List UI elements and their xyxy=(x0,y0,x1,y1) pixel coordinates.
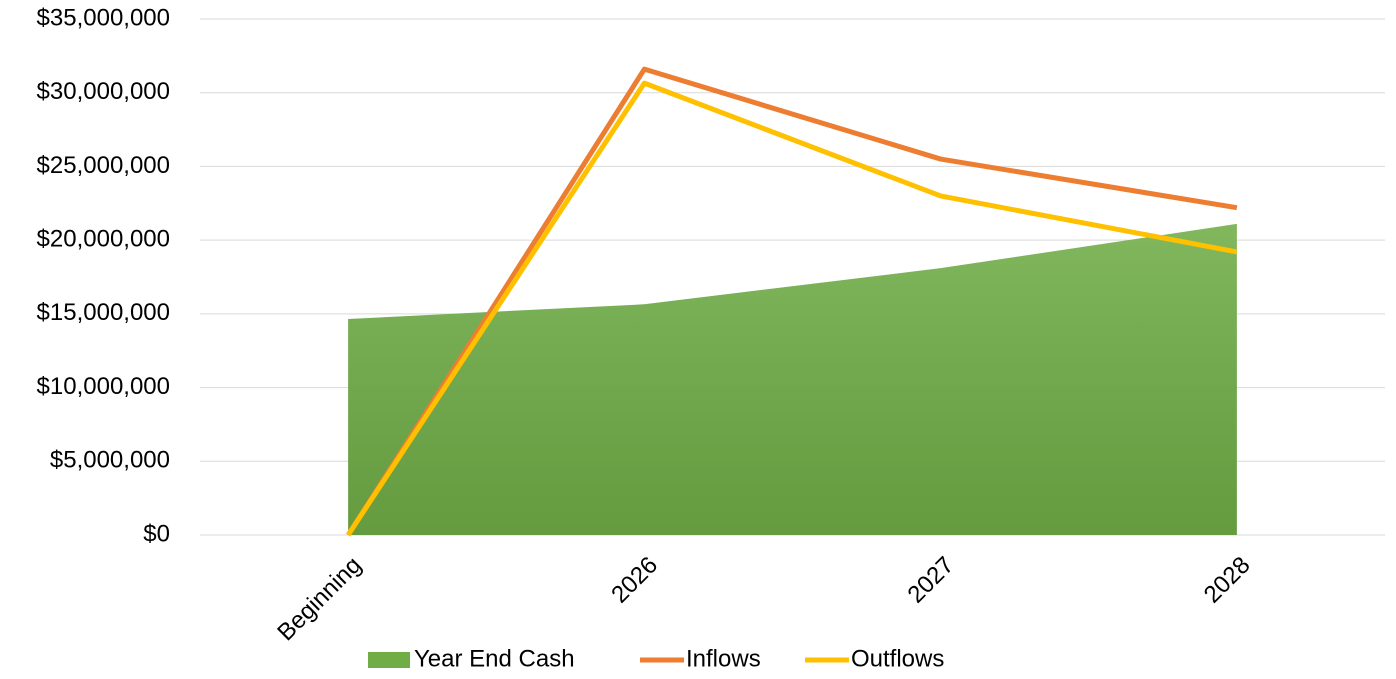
y-tick-label: $5,000,000 xyxy=(50,447,170,474)
legend-label: Inflows xyxy=(686,645,761,672)
x-tick-label: 2028 xyxy=(1199,552,1256,609)
area-shade xyxy=(348,223,1237,535)
x-tick-label: 2026 xyxy=(606,552,663,609)
y-tick-label: $30,000,000 xyxy=(37,78,170,105)
legend-label: Outflows xyxy=(851,645,944,672)
y-tick-label: $0 xyxy=(143,520,170,547)
legend-label: Year End Cash xyxy=(414,645,575,672)
y-tick-label: $20,000,000 xyxy=(37,225,170,252)
line xyxy=(346,66,1238,537)
line xyxy=(346,80,1238,537)
y-tick-label: $25,000,000 xyxy=(37,152,170,179)
y-tick-label: $10,000,000 xyxy=(37,373,170,400)
y-tick-label: $35,000,000 xyxy=(37,4,170,31)
x-tick-label: 2027 xyxy=(903,552,960,609)
x-tick-label: Beginning xyxy=(272,552,367,647)
y-tick-label: $15,000,000 xyxy=(37,299,170,326)
legend-swatch xyxy=(368,652,410,668)
